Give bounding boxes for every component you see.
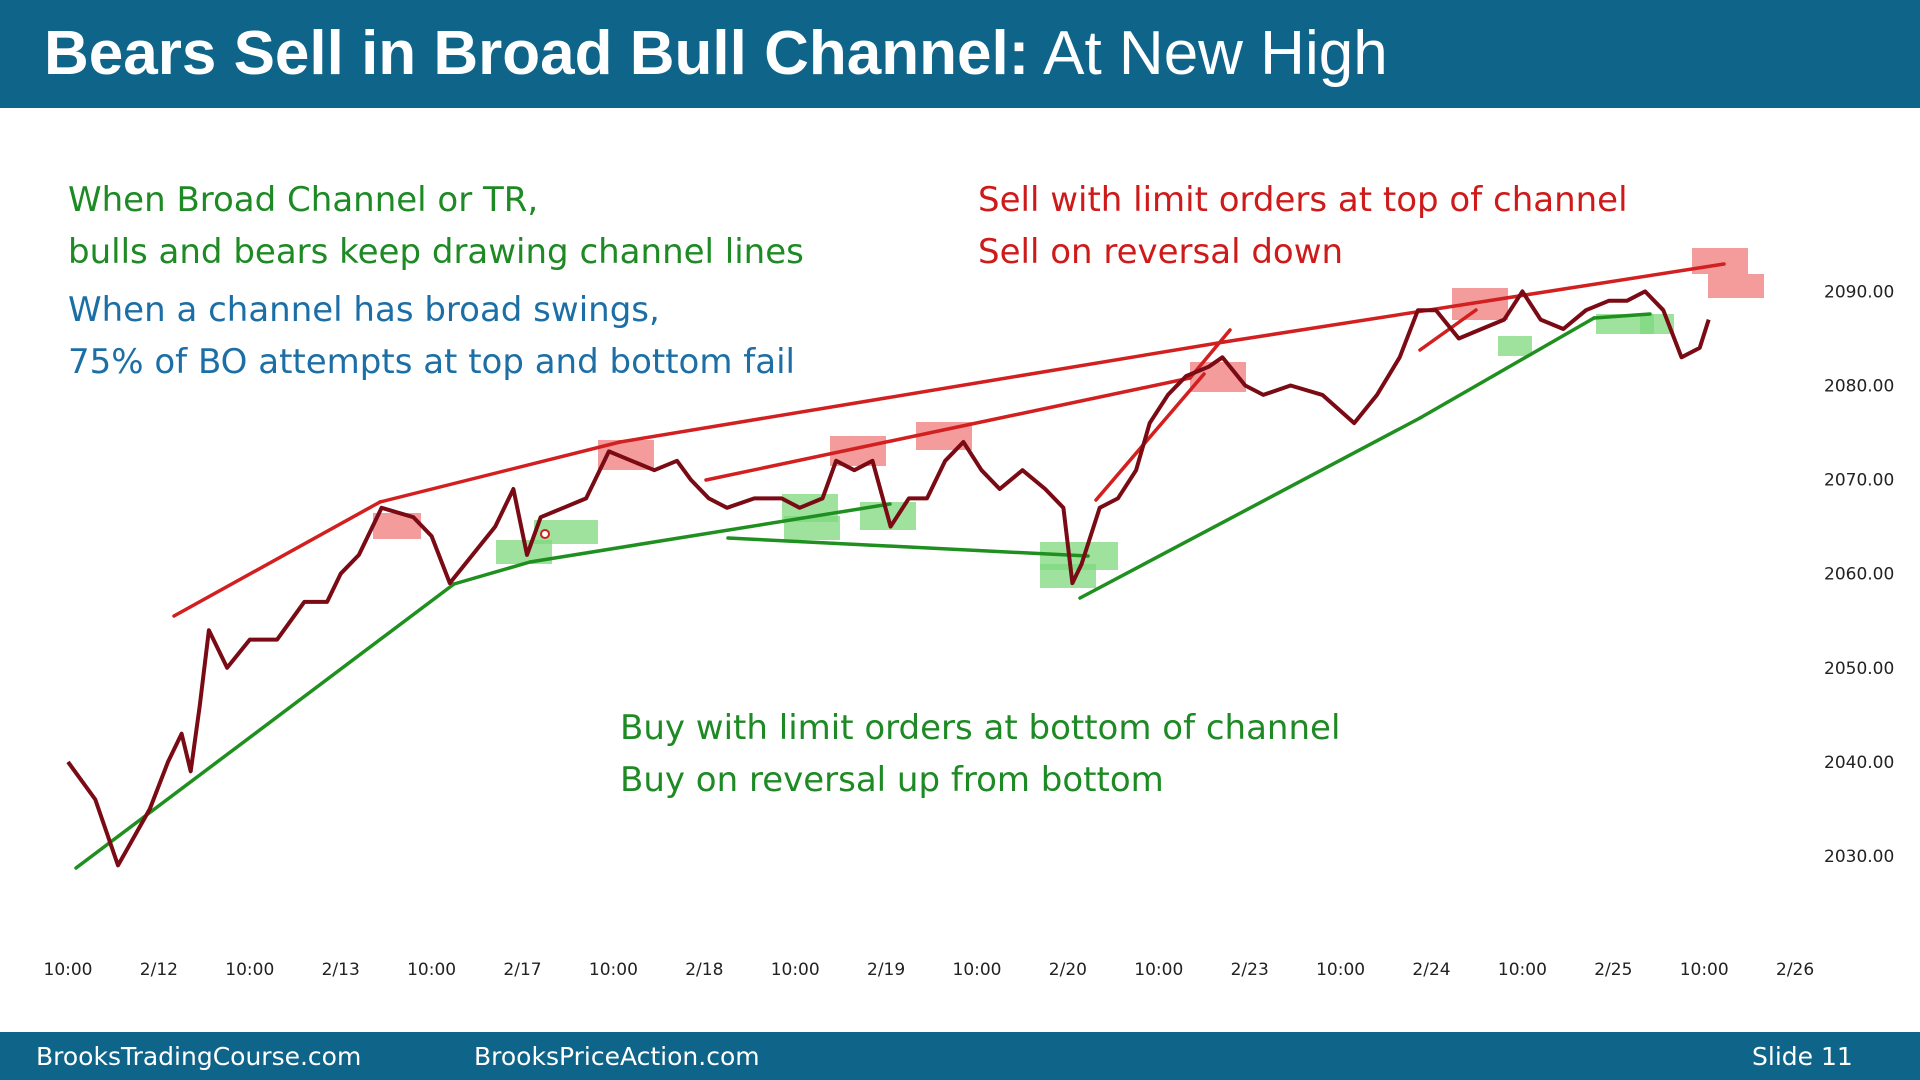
annotation-buy: Buy with limit orders at bottom of chann… xyxy=(620,702,1340,806)
x-tick-label: 2/17 xyxy=(503,960,541,980)
bear-channel-line xyxy=(1418,308,1478,352)
x-tick-label: 10:00 xyxy=(1498,960,1547,980)
buy-zone xyxy=(1040,564,1096,588)
footer-left-link[interactable]: BrooksTradingCourse.com xyxy=(36,1042,362,1071)
y-axis: 2030.00 2040.00 2050.00 2060.00 2070.00 2080.… xyxy=(1824,282,1894,867)
marker-dot xyxy=(540,529,550,539)
bull-channel-line xyxy=(74,582,456,870)
x-tick-label: 2/19 xyxy=(867,960,905,980)
annotation-broad-swings: When a channel has broad swings, 75% of … xyxy=(68,284,795,388)
bull-channel-line xyxy=(452,560,532,586)
x-tick-label: 2/23 xyxy=(1231,960,1269,980)
annotation-line: Sell on reversal down xyxy=(978,232,1344,272)
y-tick-label: 2030.00 xyxy=(1824,847,1894,867)
annotation-line: Buy with limit orders at bottom of chann… xyxy=(620,708,1341,748)
annotation-line: 75% of BO attempts at top and bottom fai… xyxy=(68,342,795,382)
price-layer xyxy=(66,289,1711,868)
bear-channel-line xyxy=(378,440,622,504)
x-tick-label: 10:00 xyxy=(407,960,456,980)
bull-channel-line xyxy=(1078,416,1422,600)
channel-lines-layer xyxy=(74,262,1726,870)
y-tick-label: 2060.00 xyxy=(1824,565,1894,585)
bear-channel-line xyxy=(618,340,1226,444)
x-axis: 10:00 2/12 10:00 2/13 10:00 2/17 10:00 2/18 10:0… xyxy=(44,960,1815,980)
bear-channel-line xyxy=(704,376,1192,482)
bear-channel-line xyxy=(172,500,382,618)
slide-number: Slide 11 xyxy=(1752,1042,1853,1071)
annotation-line: Buy on reversal up from bottom xyxy=(620,760,1164,800)
slide-title: Bears Sell in Broad Bull Channel: At New… xyxy=(44,18,1388,90)
buy-zone xyxy=(1596,314,1654,334)
x-tick-label: 10:00 xyxy=(1316,960,1365,980)
slide-footer: BrooksTradingCourse.com BrooksPriceActio… xyxy=(0,1032,1920,1080)
annotation-line: When Broad Channel or TR, xyxy=(68,180,539,220)
x-tick-label: 10:00 xyxy=(1134,960,1183,980)
slide-header: Bears Sell in Broad Bull Channel: At New… xyxy=(0,0,1920,108)
annotation-line: bulls and bears keep drawing channel lin… xyxy=(68,232,804,272)
price-chart: 2030.00 2040.00 2050.00 2060.00 2070.00 2080.… xyxy=(44,248,1894,980)
x-tick-label: 10:00 xyxy=(771,960,820,980)
bull-channel-line xyxy=(528,502,892,564)
x-tick-label: 2/26 xyxy=(1776,960,1814,980)
x-tick-label: 10:00 xyxy=(953,960,1002,980)
bear-channel-line xyxy=(1094,372,1206,502)
annotation-line: When a channel has broad swings, xyxy=(68,290,660,330)
x-tick-label: 2/12 xyxy=(140,960,178,980)
y-tick-label: 2040.00 xyxy=(1824,753,1894,773)
x-tick-label: 10:00 xyxy=(225,960,274,980)
y-tick-label: 2080.00 xyxy=(1824,377,1894,397)
buy-zone xyxy=(1498,336,1532,356)
annotation-sell: Sell with limit orders at top of channel… xyxy=(978,174,1628,278)
x-tick-label: 2/24 xyxy=(1412,960,1450,980)
x-tick-label: 10:00 xyxy=(589,960,638,980)
bull-channel-line xyxy=(726,536,1090,558)
annotation-line: Sell with limit orders at top of channel xyxy=(978,180,1628,220)
y-tick-label: 2090.00 xyxy=(1824,282,1894,302)
y-tick-label: 2070.00 xyxy=(1824,471,1894,491)
title-bold: Bears Sell in Broad Bull Channel: xyxy=(44,19,1030,88)
title-light: At New High xyxy=(1043,19,1388,88)
price-line xyxy=(66,289,1711,868)
x-tick-label: 2/18 xyxy=(685,960,723,980)
sell-zone xyxy=(1708,274,1764,298)
footer-center-link[interactable]: BrooksPriceAction.com xyxy=(474,1042,760,1071)
bull-channel-line xyxy=(1418,316,1596,420)
x-tick-label: 2/20 xyxy=(1049,960,1087,980)
x-tick-label: 10:00 xyxy=(44,960,93,980)
bull-channel-line xyxy=(1592,312,1652,320)
annotation-broad-channel: When Broad Channel or TR, bulls and bear… xyxy=(68,174,804,278)
y-tick-label: 2050.00 xyxy=(1824,659,1894,679)
bear-channel-line xyxy=(1222,262,1726,344)
sell-zone xyxy=(1692,248,1748,274)
x-tick-label: 10:00 xyxy=(1680,960,1729,980)
x-tick-label: 2/13 xyxy=(322,960,360,980)
x-tick-label: 2/25 xyxy=(1594,960,1632,980)
